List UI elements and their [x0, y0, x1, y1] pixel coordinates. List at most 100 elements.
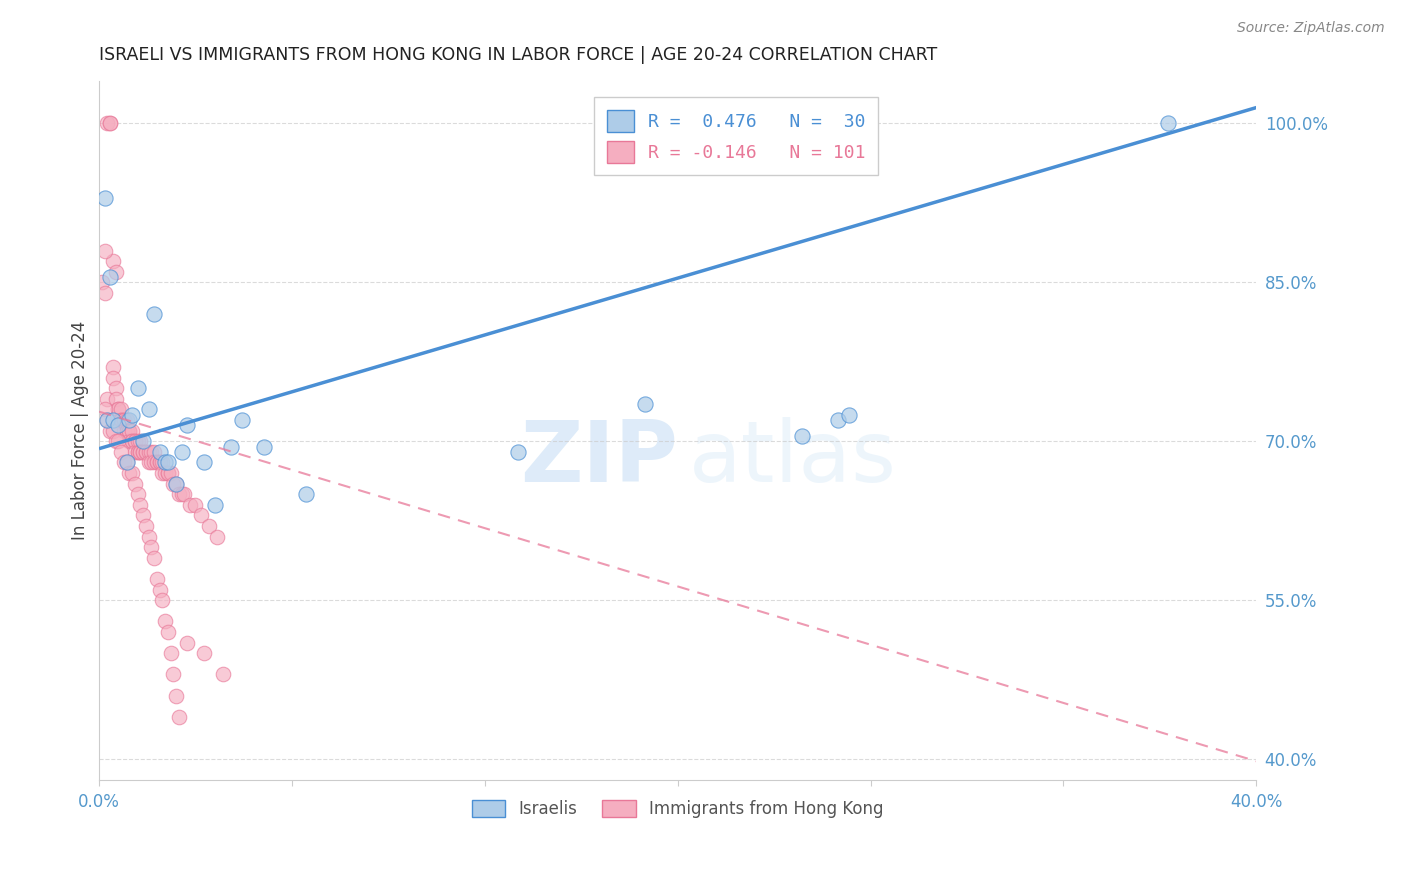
Point	[96, 413, 118, 427]
Point	[104, 392, 127, 406]
Point	[96, 116, 118, 130]
Point	[115, 424, 138, 438]
Point	[150, 466, 173, 480]
Point	[141, 455, 163, 469]
Point	[162, 667, 184, 681]
Point	[124, 476, 146, 491]
Point	[118, 434, 141, 449]
Point	[129, 434, 152, 449]
Point	[98, 270, 121, 285]
Point	[101, 360, 124, 375]
Point	[112, 413, 135, 427]
Text: ISRAELI VS IMMIGRANTS FROM HONG KONG IN LABOR FORCE | AGE 20-24 CORRELATION CHAR: ISRAELI VS IMMIGRANTS FROM HONG KONG IN …	[98, 46, 938, 64]
Point	[115, 424, 138, 438]
Point	[135, 445, 157, 459]
Point	[156, 455, 179, 469]
Point	[129, 445, 152, 459]
Point	[135, 519, 157, 533]
Point	[115, 455, 138, 469]
Point	[107, 418, 129, 433]
Point	[179, 498, 201, 512]
Point	[143, 307, 166, 321]
Point	[132, 445, 155, 459]
Point	[90, 276, 112, 290]
Point	[101, 413, 124, 427]
Point	[118, 424, 141, 438]
Text: ZIP: ZIP	[520, 417, 678, 500]
Point	[146, 572, 169, 586]
Point	[167, 487, 190, 501]
Point	[112, 424, 135, 438]
Point	[98, 116, 121, 130]
Point	[110, 445, 132, 459]
Point	[138, 530, 160, 544]
Point	[127, 434, 149, 449]
Point	[1157, 116, 1180, 130]
Point	[156, 466, 179, 480]
Point	[146, 455, 169, 469]
Point	[149, 445, 172, 459]
Point	[124, 434, 146, 449]
Point	[143, 445, 166, 459]
Point	[165, 476, 187, 491]
Point	[212, 667, 235, 681]
Point	[176, 635, 198, 649]
Point	[93, 285, 115, 300]
Point	[159, 646, 181, 660]
Point	[219, 440, 242, 454]
Point	[204, 498, 226, 512]
Point	[193, 455, 215, 469]
Point	[176, 418, 198, 433]
Point	[190, 508, 212, 523]
Point	[104, 265, 127, 279]
Point	[124, 434, 146, 449]
Point	[153, 455, 176, 469]
Point	[150, 593, 173, 607]
Point	[156, 624, 179, 639]
Point	[132, 445, 155, 459]
Point	[156, 466, 179, 480]
Point	[150, 455, 173, 469]
Point	[121, 434, 143, 449]
Text: Source: ZipAtlas.com: Source: ZipAtlas.com	[1237, 21, 1385, 35]
Point	[98, 424, 121, 438]
Point	[127, 381, 149, 395]
Point	[118, 466, 141, 480]
Point	[93, 244, 115, 258]
Point	[112, 455, 135, 469]
Point	[162, 476, 184, 491]
Point	[170, 487, 193, 501]
Point	[110, 413, 132, 427]
Point	[112, 413, 135, 427]
Point	[98, 116, 121, 130]
Point	[127, 445, 149, 459]
Point	[138, 402, 160, 417]
Text: atlas: atlas	[689, 417, 897, 500]
Point	[149, 455, 172, 469]
Point	[101, 254, 124, 268]
Point	[790, 429, 813, 443]
Point	[838, 408, 860, 422]
Point	[93, 191, 115, 205]
Point	[184, 498, 207, 512]
Point	[165, 689, 187, 703]
Point	[107, 434, 129, 449]
Point	[104, 381, 127, 395]
Point	[129, 498, 152, 512]
Point	[107, 402, 129, 417]
Point	[132, 508, 155, 523]
Point	[173, 487, 195, 501]
Point	[159, 466, 181, 480]
Point	[193, 646, 215, 660]
Point	[141, 540, 163, 554]
Point	[118, 424, 141, 438]
Point	[146, 455, 169, 469]
Point	[167, 710, 190, 724]
Point	[143, 455, 166, 469]
Point	[253, 440, 276, 454]
Point	[149, 455, 172, 469]
Point	[198, 519, 221, 533]
Point	[141, 445, 163, 459]
Point	[294, 487, 316, 501]
Point	[127, 487, 149, 501]
